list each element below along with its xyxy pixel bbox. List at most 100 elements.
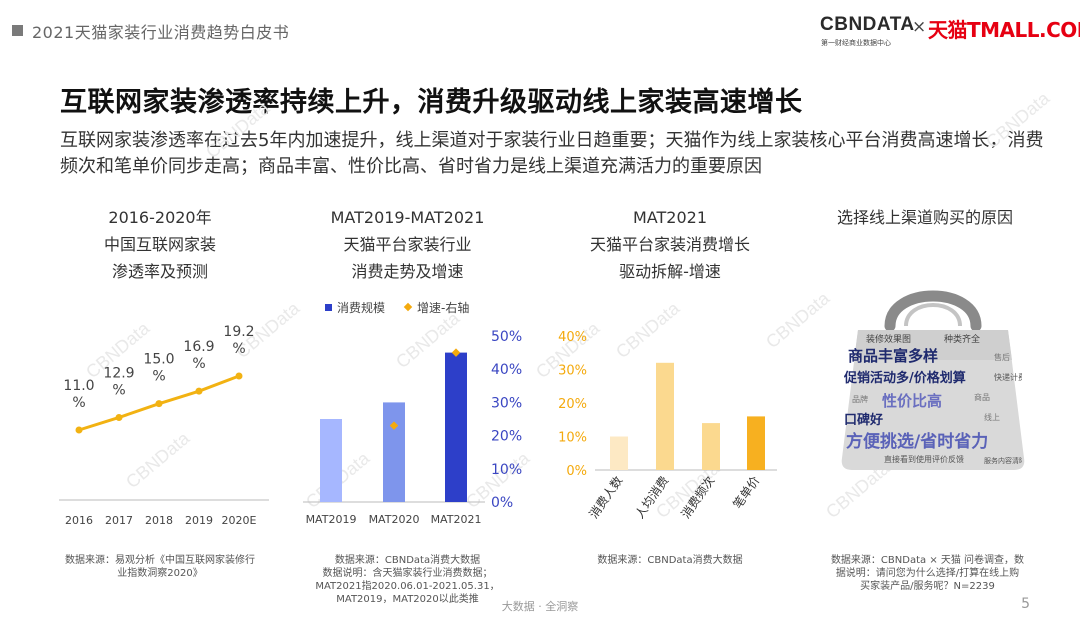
col3-title-line: MAT2021 [633,208,707,227]
right-axis-tick-label: 30% [491,395,522,411]
data-point [155,400,163,408]
x-tick-label: MAT2020 [369,513,420,526]
word-cloud-word: 快递计费 [994,373,1022,382]
data-label-unit: % [112,382,125,398]
word-cloud-word: 方便挑选/省时省力 [846,432,989,452]
right-axis-tick-label: 0% [491,495,513,511]
consumption-bar-chart: 消费规模 增速-右轴 MAT2019 MAT2020 MAT2021 0% 10% 20% 30… [303,300,522,526]
word-cloud-word: 装修效果图 [866,335,912,345]
source-line: 数据来源：易观分析《中国互联网家装修行 [65,555,255,566]
bag-shape-icon [841,290,1025,470]
bar [702,423,720,470]
x-tick-label: 2018 [145,514,173,527]
y-tick-label: 10% [558,431,587,446]
word-cloud-word: 直接看到使用评价反馈 [884,455,964,464]
bar [656,362,674,470]
col3-title-line: 天猫平台家装消费增长 [589,235,750,254]
page-number: 5 [1021,596,1030,612]
col4-source: 数据来源：CBNData × 天猫 问卷调查，数 据说明：请问您为什么选择/打算… [815,554,1040,593]
footer-slogan: 大数据 · 全洞察 [501,600,579,613]
data-label-unit: % [152,369,165,385]
col2-title-line: MAT2019-MAT2021 [330,208,485,227]
x-tick-label: 消费频次 [678,474,717,521]
page-subtitle: 互联网家装渗透率在过去5年内加速提升，线上渠道对于家装行业日趋重要；天猫作为线上… [60,130,1044,177]
bar [445,352,467,502]
data-label: 16.9% [183,339,214,372]
right-axis-tick-label: 10% [491,462,522,478]
data-label: 12.9% [103,365,134,398]
word-cloud-word: 促销活动多/价格划算 [844,371,966,386]
word-cloud-word: 商品丰富多样 [848,347,939,365]
x-tick-label: MAT2021 [431,513,482,526]
x-tick-label: 2019 [185,514,213,527]
brand-logos: CBNDATA 第一财经商业数据中心 × 天猫TMALL.COM [820,14,1080,50]
word-cloud-word: 售后 [994,353,1010,362]
y-tick-label: 0% [566,464,587,479]
source-line: 买家装产品/服务呢？N=2239 [860,581,995,592]
data-point [235,372,243,380]
data-label-value: 15.0 [143,352,174,368]
x-tick-label: 2020E [222,514,257,527]
data-label-value: 12.9 [103,365,134,381]
growth-marker [451,348,461,357]
x-tick-label: MAT2019 [306,513,357,526]
bar [747,416,765,470]
col1-source: 数据来源：易观分析《中国互联网家装修行 业指数洞察2020》 [55,554,265,580]
data-point [75,426,83,434]
word-cloud-word: 服务内容清晰 [984,457,1022,465]
right-axis-tick-label: 50% [491,329,522,345]
legend-label-bar: 消费规模 [337,300,385,315]
col3-title-line: 驱动拆解-增速 [619,262,721,281]
data-label: 15.0% [143,352,174,385]
right-axis-tick-label: 40% [491,362,522,378]
col2-title-line: 天猫平台家装行业 [343,235,472,254]
penetration-line-chart: 11.0 %12.9 %15.0 %16.9 %19.2 %2016 2017 2018 201… [59,324,269,527]
cbndata-logo-sub: 第一财经商业数据中心 [821,39,891,47]
header-square-icon [12,25,23,36]
bar [383,402,405,502]
data-label-unit: % [72,395,85,411]
data-label-value: 16.9 [183,339,214,355]
col2-title-line: 消费走势及增速 [351,262,464,281]
x-tick-label: 笔单价 [730,473,763,511]
col1-title-line: 中国互联网家装 [103,235,216,254]
legend-swatch-dot [403,302,413,312]
x-tick-label: 2017 [105,514,133,527]
source-line: 业指数洞察2020》 [117,568,203,579]
legend-label-dot: 增速-右轴 [417,300,469,315]
source-line: 数据来源：CBNData消费大数据 [334,555,481,566]
word-cloud-word: 商品 [974,393,990,402]
col4-title: 选择线上渠道购买的原因 [815,204,1035,231]
bar [610,436,628,470]
bar [320,419,342,502]
word-cloud-word: 性价比高 [882,392,943,410]
col2-title: MAT2019-MAT2021 天猫平台家装行业 消费走势及增速 [300,204,515,285]
word-cloud-word: 种类齐全 [944,335,981,345]
col1-title: 2016-2020年 中国互联网家装 渗透率及预测 [60,204,260,285]
data-label-unit: % [232,341,245,357]
legend-swatch-bar [325,304,332,311]
data-point [195,387,203,395]
brand-times: × [912,17,927,37]
source-line: MAT2019，MAT2020以此类推 [336,594,479,605]
source-line: 数据说明：含天猫家装行业消费数据； [322,568,493,579]
y-tick-label: 40% [558,330,587,345]
y-tick-label: 30% [558,364,587,379]
right-axis-tick-label: 20% [491,429,522,445]
cbndata-logo: CBNDATA [820,14,915,35]
tmall-logo: 天猫TMALL.COM [928,18,1080,42]
word-cloud-word: 口碑好 [844,413,884,428]
growth-driver-bar-chart: 0% 10% 20% 30% 40% 消费人数 人均消费 消费频次 笔单价 [558,330,777,521]
col3-source: 数据来源：CBNData消费大数据 [560,554,780,567]
x-tick-label: 人均消费 [632,474,671,521]
word-cloud-word: 线上 [984,413,1000,422]
x-tick-label: 消费人数 [586,473,626,521]
source-line: 据说明：请问您为什么选择/打算在线上购 [835,568,1020,579]
col4-title-line: 选择线上渠道购买的原因 [836,208,1013,227]
col1-title-line: 2016-2020年 [108,208,212,227]
data-label-unit: % [192,356,205,372]
data-label: 19.2% [223,324,254,357]
data-label: 11.0% [63,378,94,411]
page-title: 互联网家装渗透率持续上升，消费升级驱动线上家装高速增长 [60,87,803,118]
